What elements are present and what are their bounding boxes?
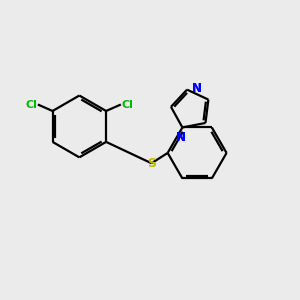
Text: Cl: Cl [122,100,133,110]
Text: N: N [176,131,186,144]
Text: N: N [192,82,202,95]
Text: Cl: Cl [26,100,37,110]
Text: N: N [192,82,202,95]
Text: N: N [176,131,186,144]
Text: S: S [147,157,156,170]
